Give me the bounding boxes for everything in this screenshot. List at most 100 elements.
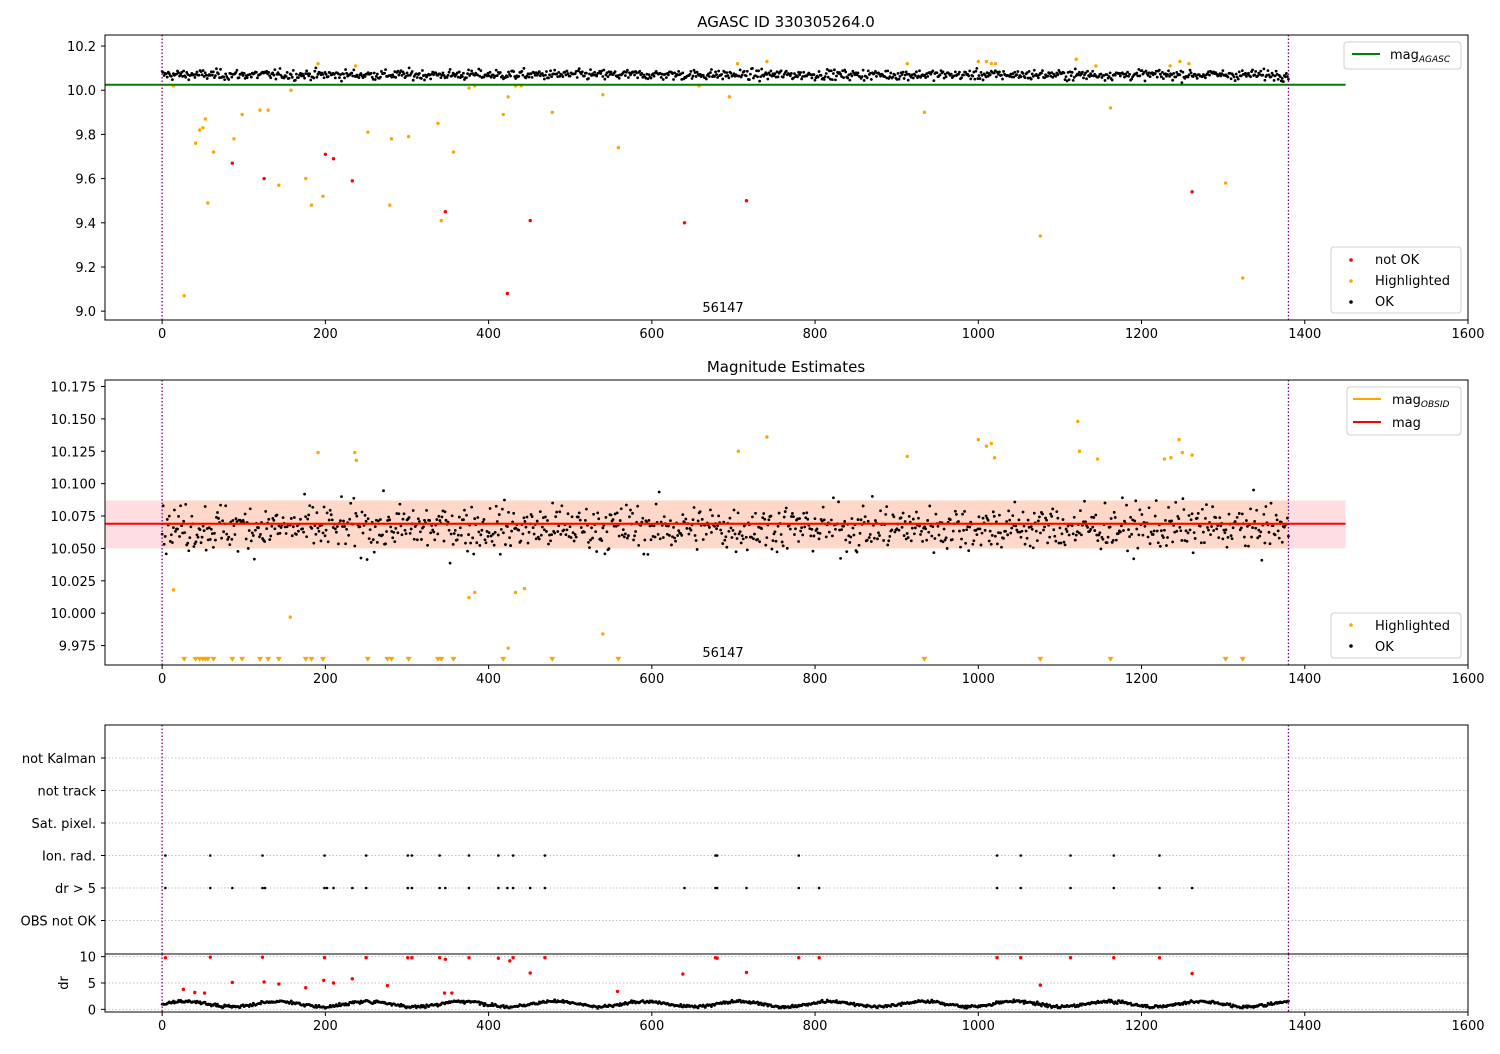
ok-point: [1108, 71, 1112, 75]
ok-point: [271, 71, 275, 75]
ok-point: [805, 511, 809, 515]
ok-point: [481, 1002, 485, 1005]
legend-dot-not-ok: [1349, 258, 1353, 262]
flag-point: [797, 854, 801, 857]
series-point: [992, 456, 997, 460]
ok-point: [1181, 70, 1185, 74]
ok-point: [461, 75, 464, 78]
ok-point: [895, 527, 899, 531]
series-point: [385, 983, 390, 988]
series-point: [1077, 449, 1082, 453]
ok-point: [664, 524, 668, 528]
ok-point: [779, 69, 783, 73]
ok-point: [302, 74, 305, 78]
ok-point: [360, 510, 364, 514]
ok-point: [1263, 541, 1267, 545]
ok-point: [483, 538, 487, 542]
legend-top-box: [1343, 41, 1462, 70]
ok-point: [592, 73, 595, 77]
ok-point: [339, 519, 342, 523]
ok-point: [748, 72, 752, 76]
ok-point: [680, 534, 684, 537]
ok-point: [224, 504, 228, 508]
ok-point: [249, 75, 253, 79]
ok-point: [994, 75, 998, 79]
ok-point: [883, 75, 887, 78]
legend-bottom-box: [1330, 246, 1462, 314]
ok-point: [366, 517, 370, 521]
ok-point: [1146, 535, 1150, 539]
magnitude-estimates-panel: Magnitude Estimates 0 200 400 600 800 1000 120…: [51, 358, 1485, 687]
offscale-marker: [181, 656, 188, 662]
ok-point: [203, 505, 207, 508]
ok-point: [933, 537, 937, 540]
series-point: [353, 450, 357, 455]
ok-point: [311, 505, 315, 509]
ok-point: [507, 511, 510, 514]
ok-point: [691, 518, 695, 522]
ok-point: [540, 525, 544, 529]
ok-point: [470, 69, 474, 73]
series-point: [744, 970, 749, 975]
panel-points: [160, 57, 1290, 298]
ok-point: [406, 74, 410, 77]
series-point: [1178, 59, 1182, 64]
ok-point: [371, 538, 375, 542]
ok-point: [248, 507, 252, 511]
ok-point: [184, 502, 188, 506]
x-tick-label: 1200: [1125, 672, 1158, 687]
ok-point: [1217, 536, 1221, 540]
ok-point: [1073, 67, 1077, 71]
y-tick-label: 10.100: [51, 478, 97, 493]
ok-point: [337, 1004, 340, 1008]
offscale-marker: [204, 656, 211, 662]
ok-point: [984, 514, 988, 518]
ok-point: [684, 517, 688, 521]
ok-point: [208, 73, 212, 77]
ok-point: [623, 74, 627, 77]
ok-point: [284, 532, 288, 535]
ok-point: [1103, 501, 1107, 505]
ok-point: [494, 68, 498, 72]
ok-point: [781, 75, 785, 79]
ok-point: [949, 72, 953, 76]
ok-point: [545, 70, 548, 73]
series-point: [1177, 437, 1181, 442]
ok-point: [1078, 509, 1082, 513]
ok-point: [244, 537, 248, 541]
ok-point: [826, 75, 830, 79]
ok-point: [517, 528, 521, 532]
flag-point: [543, 854, 547, 857]
ok-point: [755, 69, 758, 73]
panel-title: Magnitude Estimates: [707, 358, 865, 376]
ok-point: [338, 1001, 341, 1005]
ok-point: [920, 529, 923, 533]
axes-frame: [104, 379, 1469, 666]
ok-point: [589, 538, 592, 542]
ok-point: [1253, 520, 1257, 523]
ok-point: [1069, 74, 1073, 78]
ok-point: [1276, 77, 1280, 81]
ok-point: [888, 75, 892, 79]
ok-point: [547, 542, 550, 546]
flag-point: [410, 854, 414, 857]
ok-point: [589, 68, 592, 72]
ok-point: [1147, 506, 1151, 510]
series-point: [1180, 450, 1185, 455]
ok-point: [333, 527, 337, 531]
category-label: not Kalman: [22, 752, 96, 767]
ok-point: [602, 68, 606, 72]
ok-point: [877, 531, 880, 535]
ok-point: [1189, 71, 1193, 75]
ok-point: [694, 75, 698, 78]
ok-point: [1112, 510, 1116, 514]
ok-point: [343, 525, 346, 528]
ok-point: [222, 75, 226, 79]
ok-point: [269, 534, 273, 538]
ok-point: [815, 527, 819, 531]
ok-point: [1013, 500, 1017, 504]
ok-point: [380, 69, 383, 73]
ok-point: [768, 73, 772, 77]
ok-point: [429, 531, 433, 535]
